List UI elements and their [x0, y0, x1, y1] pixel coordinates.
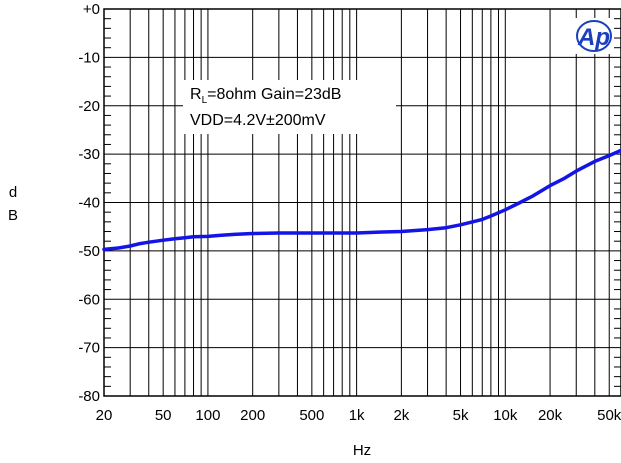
ap-logo-background: [575, 18, 614, 54]
x-tick-label: 100: [195, 407, 220, 424]
series-line-0: [102, 148, 621, 252]
y-tick-label: -80: [78, 388, 100, 405]
x-tick-label: 500: [299, 407, 324, 424]
ap-logo-ring: [576, 20, 612, 52]
x-tick-label: 10k: [493, 407, 518, 424]
x-tick-label: 50: [155, 407, 172, 424]
grid: [104, 9, 621, 396]
x-tick-label: 5k: [453, 407, 469, 424]
y-tick-label: +0: [83, 1, 100, 18]
minor-ticks: [104, 18, 621, 387]
y-tick-label: -10: [78, 49, 100, 66]
annotation-box: RL=8ohm Gain=23dB VDD=4.2V±200mV: [183, 80, 396, 134]
ap-logo-text: Ap: [577, 24, 610, 51]
y-tick-label: -20: [78, 98, 100, 115]
y-tick-label: -60: [78, 291, 100, 308]
annotation-background: [183, 80, 396, 134]
y-tick-label: -30: [78, 146, 100, 163]
series-layer: [102, 148, 621, 252]
plot-border: [103, 8, 621, 397]
annotation-line2: VDD=4.2V±200mV: [190, 112, 326, 129]
x-axis-label: Hz: [353, 442, 371, 459]
x-tick-label: 1k: [349, 407, 365, 424]
annotation-line1: RL=8ohm Gain=23dB: [190, 86, 341, 106]
x-tick-labels: 20 50 100 200 500 1k 2k 5k 10k 20k 50k: [96, 407, 621, 424]
x-tick-label: 50k: [597, 407, 621, 424]
y-axis-label-1: d: [9, 184, 17, 201]
y-tick-label: -50: [78, 243, 100, 260]
ap-logo: Ap: [575, 18, 614, 54]
y-tick-labels: +0 -10 -20 -30 -40 -50 -60 -70 -80: [78, 1, 100, 405]
x-tick-label: 200: [240, 407, 265, 424]
y-tick-label: -70: [78, 340, 100, 357]
y-tick-label: -40: [78, 195, 100, 212]
x-tick-label: 20: [96, 407, 113, 424]
plot-frame: [103, 8, 621, 397]
x-tick-label: 2k: [393, 407, 409, 424]
y-axis-label-2: B: [8, 207, 18, 224]
x-tick-label: 20k: [538, 407, 563, 424]
